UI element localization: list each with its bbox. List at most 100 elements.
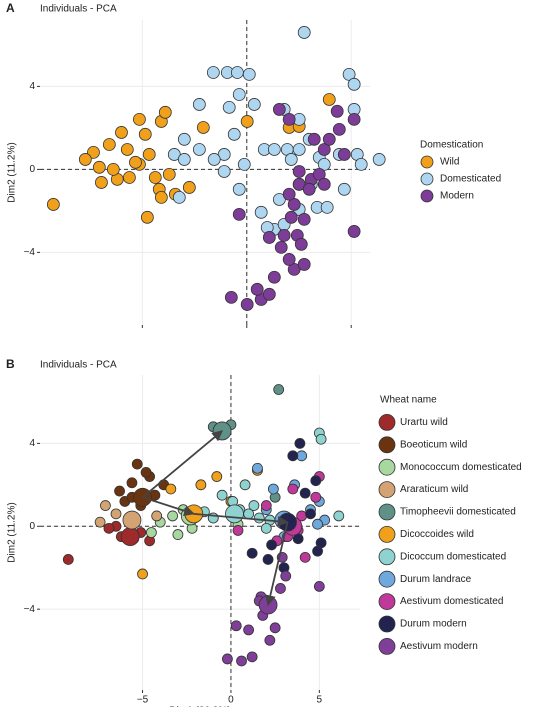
panel-label: B (6, 357, 15, 371)
point (211, 471, 223, 482)
point (315, 433, 327, 445)
point (347, 112, 361, 126)
point (87, 145, 100, 159)
legend-label: Modern (440, 191, 474, 202)
y-axis-label: Dim2 (11.2%) (7, 142, 18, 202)
point (332, 122, 346, 136)
point (182, 181, 196, 194)
point (310, 475, 322, 487)
point (262, 554, 274, 565)
point (267, 143, 281, 156)
point (206, 66, 220, 79)
point (287, 198, 301, 211)
point (254, 205, 268, 219)
point (165, 483, 177, 495)
legend-swatch (378, 526, 396, 543)
point (100, 500, 111, 511)
point (317, 177, 331, 191)
point (267, 483, 279, 495)
legend-swatch (378, 638, 396, 655)
point (129, 155, 142, 169)
point (106, 162, 120, 176)
legend-label: Araraticum wild (400, 484, 468, 495)
point (207, 153, 221, 166)
legend-swatch (378, 436, 396, 454)
point (126, 477, 138, 489)
point (103, 522, 115, 534)
point (320, 200, 334, 214)
point (192, 143, 206, 156)
point (110, 508, 122, 520)
legend-title: Wheat name (380, 395, 437, 406)
point (294, 237, 308, 251)
legend-swatch (378, 413, 396, 431)
legend-label: Dicoccum domesticated (400, 551, 506, 562)
point (312, 518, 323, 530)
point (236, 655, 247, 667)
point (131, 458, 143, 470)
point (317, 143, 331, 156)
point (172, 529, 184, 540)
legend-swatch (420, 189, 434, 203)
point (78, 153, 92, 166)
point (287, 483, 299, 495)
arrow (193, 512, 289, 527)
point (151, 510, 163, 522)
centroid (120, 527, 140, 547)
legend-label: Timopheevii domesticated (400, 507, 516, 518)
point (62, 554, 74, 565)
legend-label: Dicoccoides wild (400, 529, 474, 540)
point (230, 66, 244, 79)
point (277, 228, 291, 242)
point (167, 148, 181, 161)
point (313, 580, 325, 592)
point (305, 508, 316, 520)
point (310, 491, 322, 503)
point (292, 165, 306, 178)
point (294, 437, 306, 449)
point (267, 270, 281, 284)
point (240, 298, 254, 311)
point (222, 100, 236, 114)
point (137, 568, 148, 580)
legend-swatch (420, 155, 434, 169)
point (196, 121, 210, 134)
point (115, 126, 128, 139)
point (337, 148, 351, 161)
x-tick-label: −5 (137, 695, 149, 706)
legend-label: Monococcum domesticated (400, 462, 522, 473)
point (154, 190, 168, 204)
legend-swatch (378, 548, 396, 566)
y-tick-label: 0 (29, 164, 35, 175)
chart-title: Individuals - PCA (40, 360, 117, 371)
point (95, 176, 108, 189)
legend-label: Boeoticum wild (400, 439, 467, 450)
point (232, 88, 246, 101)
y-tick-label: 0 (29, 521, 35, 532)
x-tick-label: 5 (317, 695, 323, 706)
point (224, 291, 238, 304)
point (46, 198, 60, 211)
legend-swatch (378, 570, 396, 588)
point (248, 500, 260, 511)
point (264, 634, 276, 646)
legend-label: Durum modern (400, 619, 467, 630)
point (299, 487, 311, 499)
legend-swatch (378, 481, 396, 499)
point (230, 620, 242, 632)
legend-label: Aestivum domesticated (400, 596, 503, 607)
legend-label: Domesticated (440, 174, 501, 185)
legend-label: Urartu wild (400, 417, 448, 428)
point (246, 547, 258, 559)
point (282, 253, 296, 266)
point (292, 177, 306, 191)
point (92, 160, 106, 174)
point (262, 231, 276, 244)
point (222, 653, 233, 665)
y-tick-label: 4 (29, 438, 35, 449)
point (232, 208, 246, 221)
point (162, 167, 176, 181)
point (272, 193, 286, 206)
point (297, 212, 311, 226)
